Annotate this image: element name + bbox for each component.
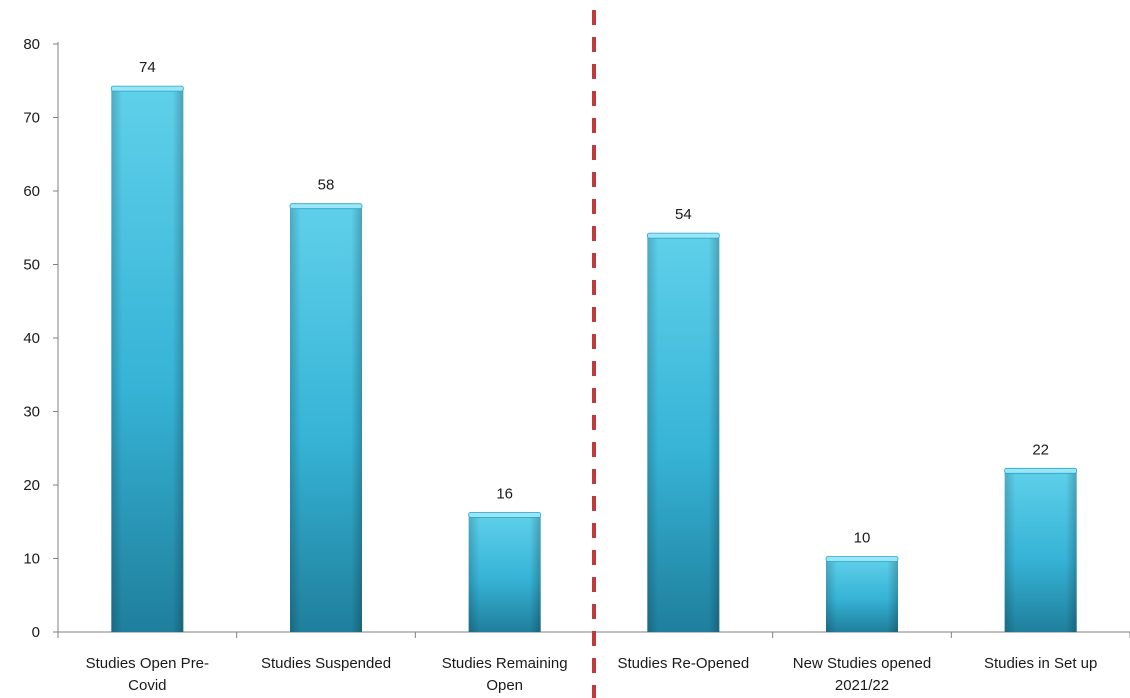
category-label-line: Studies Open Pre- (86, 655, 209, 672)
y-tick-label: 30 (23, 404, 40, 421)
bar-shade (1004, 470, 1077, 632)
y-tick-label: 70 (23, 110, 40, 127)
bar-shade (647, 235, 720, 632)
category-label: Studies Open Pre- Covid (86, 655, 209, 694)
bar-top-cap (289, 203, 363, 210)
bar-top-cap (646, 232, 720, 239)
category-label-line: Covid (128, 677, 166, 694)
bar-top-cap (825, 556, 899, 562)
bar-top-cap (468, 512, 542, 518)
bar-shade (111, 88, 184, 633)
category-label-line: 2021/22 (835, 677, 889, 694)
y-tick-label: 10 (23, 551, 40, 568)
data-label: 58 (318, 177, 335, 194)
y-tick-label: 20 (23, 477, 40, 494)
category-label-line: Studies Suspended (261, 655, 391, 672)
category-label-line: Studies in Set up (984, 655, 1097, 672)
bar-1: 74 (110, 59, 184, 633)
bar-shade (826, 558, 898, 632)
y-tick-label: 40 (23, 330, 40, 347)
bar-shade (290, 205, 362, 632)
data-label: 22 (1032, 441, 1049, 458)
category-label-line: Studies Remaining (442, 655, 568, 672)
bar-2: 58 (289, 177, 363, 632)
category-label-line: Studies Re-Opened (617, 655, 749, 672)
bar-top-cap (1004, 467, 1078, 474)
bar-5: 10 (825, 530, 899, 632)
category-labels: Studies Open Pre- Covid Studies Suspended S… (86, 655, 1098, 694)
y-tick-label: 60 (23, 183, 40, 200)
data-label: 10 (854, 530, 871, 547)
y-axis: 0 10 20 30 40 50 60 70 80 (23, 36, 59, 641)
category-label: Studies in Set up (984, 655, 1097, 672)
data-label: 54 (675, 206, 692, 223)
y-tick-label: 50 (23, 257, 40, 274)
category-label-line: Open (486, 677, 523, 694)
data-label: 16 (496, 485, 513, 502)
y-tick-label: 80 (23, 36, 40, 53)
bar-shade (468, 514, 541, 632)
bars: 74 58 16 54 10 22 (110, 59, 1078, 633)
bar-top-cap (110, 85, 184, 92)
category-label: Studies Re-Opened (617, 655, 749, 672)
y-tick-label: 0 (32, 624, 40, 641)
bar-3: 16 (468, 485, 542, 632)
category-label: New Studies opened 2021/22 (793, 655, 931, 694)
category-label-line: New Studies opened (793, 655, 931, 672)
category-label: Studies Suspended (261, 655, 391, 672)
bar-6: 22 (1004, 441, 1078, 632)
data-label: 74 (139, 59, 156, 76)
bar-4: 54 (646, 206, 720, 632)
category-label: Studies Remaining Open (442, 655, 568, 694)
